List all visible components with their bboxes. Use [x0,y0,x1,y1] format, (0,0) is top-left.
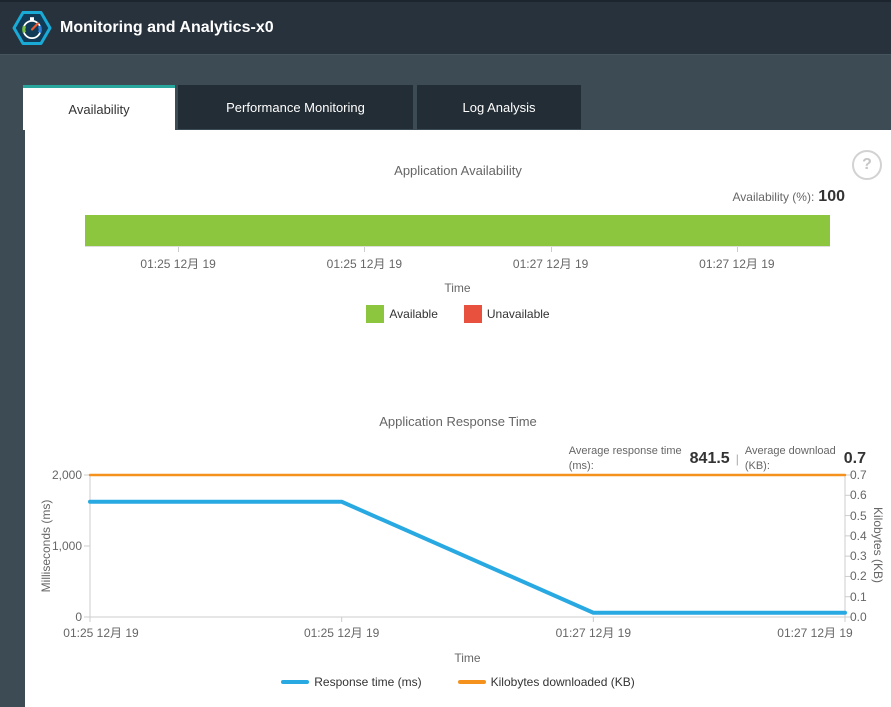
legend-item-available[interactable]: Available [366,305,438,323]
legend-label: Available [389,307,438,321]
tab-log-analysis-label: Log Analysis [462,99,536,115]
response-left-axis-title: Milliseconds (ms) [39,499,53,593]
right-tick-label: 0.7 [850,468,867,482]
tab-performance-monitoring-label: Performance Monitoring [226,99,365,115]
availability-legend: Available Unavailable [0,305,891,323]
avg-download-label: Average download (KB): [744,445,836,472]
availability-tick-mark [550,247,552,252]
stats-separator: | [735,451,739,466]
response-x-tick-label: 01:25 12月 19 [63,626,139,640]
legend-item-kilobytes-downloaded[interactable]: Kilobytes downloaded (KB) [457,675,635,689]
availability-stat-label: Availability (%): [732,190,815,204]
tab-availability-label: Availability [68,101,130,117]
right-tick-label: 0.5 [850,508,867,523]
availability-chart-title: Application Availability [394,163,522,178]
right-tick-label: 0.6 [850,488,867,503]
response-x-tick-label: 01:25 12月 19 [303,626,380,640]
legend-item-response-time[interactable]: Response time (ms) [281,675,422,689]
tab-availability[interactable]: Availability [23,85,175,130]
avg-response-time-label: Average response time (ms): [568,445,682,472]
availability-x-axis: 01:25 12月 19 01:25 12月 19 01:27 12月 19 01:2… [85,247,830,277]
series-line-response-time [88,499,847,615]
app-title: Monitoring and Analytics-x0 [60,19,274,36]
legend-label: Unavailable [486,307,550,321]
stopwatch-gauge-logo-icon [12,11,52,45]
right-tick-label: 0.4 [850,528,867,543]
availability-tick-mark [178,247,180,252]
response-x-axis-title: Time [454,651,481,665]
availability-axis-line [85,246,830,247]
response-stats: Average response time (ms): 841.5 | Aver… [569,444,866,474]
availability-x-axis-title: Time [444,281,471,295]
availability-tick-mark [364,247,366,252]
legend-swatch-unavailable [463,305,482,323]
tab-log-analysis[interactable]: Log Analysis [417,85,581,129]
left-tick-label: 0 [75,610,82,624]
avg-response-time-value: 841.5 [689,449,730,467]
avg-response-time-stat: Average response time (ms): 841.5 [569,444,730,474]
response-right-axis-title: Kilobytes (KB) [871,506,885,584]
legend-label: Kilobytes downloaded (KB) [490,675,635,689]
availability-stat: Availability (%): 100 [732,188,845,206]
availability-tick-label: 01:27 12月 19 [512,257,589,271]
response-chart-title: Application Response Time [379,414,537,429]
app-header: Monitoring and Analytics-x0 [0,0,891,54]
right-tick-label: 0.0 [850,610,867,624]
right-tick-label: 0.1 [850,589,867,604]
availability-tick-label: 01:25 12月 19 [140,257,216,271]
availability-stat-value: 100 [818,188,845,205]
response-x-tick-label: 01:27 12月 19 [555,626,632,640]
avg-download-stat: Average download (KB): 0.7 [745,444,866,474]
legend-line-swatch [457,680,486,684]
legend-label: Response time (ms) [314,675,422,689]
availability-tick-label: 01:25 12月 19 [326,257,403,271]
avg-download-value: 0.7 [843,449,866,467]
right-tick-label: 0.3 [850,549,867,564]
right-tick-label: 0.2 [850,569,867,584]
legend-line-swatch [281,680,310,684]
availability-tick-mark [736,247,738,252]
response-legend: Response time (ms) Kilobytes downloaded (… [0,675,891,689]
availability-tick-label: 01:27 12月 19 [699,257,775,271]
legend-item-unavailable[interactable]: Unavailable [463,305,550,323]
legend-swatch-available [366,305,385,323]
left-tick-label: 1,000 [51,539,82,553]
response-x-tick-label: 01:27 12月 19 [777,626,853,640]
availability-status-bar [85,215,830,246]
left-tick-label: 2,000 [51,468,82,482]
help-icon[interactable]: ? [852,150,882,180]
tab-performance-monitoring[interactable]: Performance Monitoring [178,85,413,129]
left-margin-strip [0,130,25,707]
response-axis-frame [89,475,846,618]
